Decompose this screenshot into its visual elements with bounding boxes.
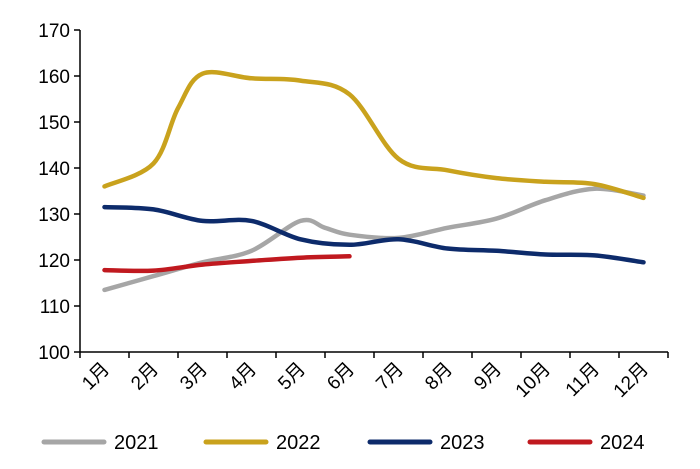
x-tick-label: 3月 (176, 359, 212, 395)
x-tick-label: 1月 (78, 359, 114, 395)
series-line-2021 (102, 186, 646, 293)
x-tick-label: 8月 (421, 359, 457, 395)
legend-label-2023: 2023 (440, 432, 485, 454)
y-tick-label: 160 (38, 67, 70, 88)
x-tick-label: 11月 (562, 359, 604, 401)
y-tick-label: 150 (38, 113, 70, 134)
x-tick-label: 2月 (127, 359, 163, 395)
x-tick-label: 12月 (610, 359, 653, 402)
x-tick-label: 7月 (372, 359, 408, 395)
y-tick-label: 170 (38, 21, 70, 42)
y-tick-label: 110 (40, 297, 70, 318)
chart-legend: 2021 2022 2023 2024 (41, 432, 645, 454)
legend-label-2024: 2024 (600, 432, 645, 454)
x-tick-label: 10月 (512, 359, 555, 402)
y-tick-label: 120 (38, 251, 70, 272)
chart-axes: 100 110 120 130 140 150 160 170 1月 2月 3月 4月 5月 6月 7月 8月… (38, 21, 669, 402)
x-tick-label: 6月 (323, 359, 359, 395)
series-line-2022 (102, 69, 646, 201)
x-tick-label: 9月 (470, 359, 506, 395)
y-tick-label: 100 (38, 343, 70, 364)
chart-lines (102, 69, 646, 293)
y-tick-label: 130 (38, 205, 70, 226)
series-line-2023 (102, 204, 646, 265)
legend-label-2021: 2021 (114, 432, 159, 454)
x-tick-label: 5月 (274, 359, 310, 395)
legend-label-2022: 2022 (276, 432, 321, 454)
y-tick-label: 140 (38, 159, 70, 180)
x-tick-label: 4月 (225, 359, 261, 395)
series-line-2024 (102, 254, 352, 274)
